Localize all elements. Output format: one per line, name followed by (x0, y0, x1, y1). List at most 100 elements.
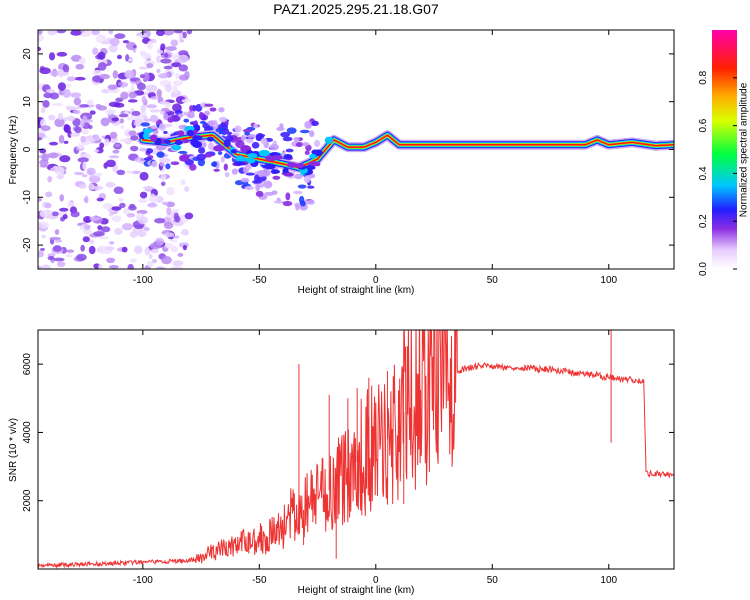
colorbar-ticks: 0.0 0.2 0.4 0.6 0.8 (698, 70, 737, 276)
spectrogram-noise-blob (178, 33, 184, 42)
spectrogram-noise-blob (75, 63, 85, 70)
spectrogram-noise-blob (144, 246, 151, 256)
spectrogram-noise-blob (81, 129, 89, 135)
spectrogram-scatter-blob (282, 136, 293, 142)
spectrogram-noise-blob (105, 246, 115, 251)
spectrogram-scatter-blob (224, 171, 230, 178)
spectrogram-noise-blob (99, 142, 105, 149)
spectrogram-noise-blob (47, 152, 59, 159)
spectrogram-noise-blob (109, 240, 115, 245)
spectrogram-scatter-blob (307, 185, 315, 189)
spectrogram-noise-blob (92, 47, 99, 55)
spectrogram-noise-blob (41, 234, 46, 239)
spectrogram-noise-blob (131, 170, 141, 174)
spectrogram-scatter-blob (139, 147, 147, 152)
spectrogram-scatter-blob (286, 127, 297, 134)
spectrogram-x-tick-label: -50 (252, 275, 267, 286)
spectrogram-noise-blob (38, 197, 43, 202)
snr-x-tick-label: -50 (252, 575, 267, 586)
spectrogram-noise-blob (165, 102, 172, 109)
spectrogram-noise-blob (59, 194, 65, 202)
spectrogram-noise-blob (51, 211, 59, 217)
spectrogram-scatter-blob (204, 103, 214, 107)
spectrogram-scatter-blob (297, 184, 307, 189)
spectrogram-scatter-blob (149, 114, 159, 123)
spectrogram-noise-blob (115, 97, 124, 103)
spectrogram-scatter-blob (234, 125, 242, 133)
spectrogram-noise-blob (53, 257, 65, 262)
snr-series-line (38, 330, 674, 569)
spectrogram-scatter-blob (209, 107, 217, 112)
spectrogram-noise-blob (59, 155, 71, 163)
carrier-blob (171, 144, 182, 151)
carrier-blob (247, 153, 258, 159)
spectrogram-noise-blob (86, 99, 94, 106)
spectrogram-noise-blob (116, 169, 126, 176)
spectrogram-noise-blob (45, 88, 55, 93)
spectrogram-noise-blob (177, 54, 189, 63)
spectrogram-noise-blob (154, 217, 166, 224)
spectrogram-noise-blob (57, 68, 65, 78)
spectrogram-scatter-blob (143, 157, 152, 162)
spectrogram-scatter-blob (272, 175, 281, 180)
spectrogram-noise-blob (142, 186, 154, 190)
spectrogram-noise-blob (80, 135, 87, 144)
spectrogram-noise-blob (172, 260, 184, 267)
spectrogram-noise-blob (79, 104, 90, 108)
colorbar: 0.0 0.2 0.4 0.6 0.8 Normalized spectral ampl… (698, 30, 750, 276)
spectrogram-noise-blob (170, 245, 179, 253)
spectrogram-noise-blob (38, 250, 44, 258)
spectrogram-noise-blob (40, 221, 50, 229)
spectrogram-noise-blob (74, 76, 86, 81)
spectrogram-noise-blob (114, 33, 126, 39)
spectrogram-noise-blob (102, 203, 114, 210)
spectrogram-scatter-blob (199, 120, 207, 125)
spectrogram-noise-blob (40, 107, 46, 114)
spectrogram-noise-blob (105, 181, 116, 188)
spectrogram-noise-blob (166, 206, 172, 216)
colorbar-tick-label: 0.2 (698, 214, 709, 228)
spectrogram-scatter-blob (244, 185, 255, 191)
spectrogram-scatter-blob (143, 118, 152, 122)
spectrogram-scatter-blob (181, 153, 190, 162)
spectrogram-noise-blob (173, 30, 183, 34)
spectrogram-noise-blob (40, 264, 52, 269)
spectrogram-scatter-blob (285, 148, 294, 153)
spectrogram-scatter-blob (208, 120, 216, 125)
spectrogram-noise-blob (100, 226, 111, 233)
spectrogram-noise-blob (140, 158, 145, 162)
spectrogram-noise-blob (128, 130, 137, 136)
spectrogram-scatter-blob (253, 123, 259, 129)
spectrogram-noise-blob (39, 164, 49, 168)
spectrogram-noise-blob (136, 82, 146, 91)
spectrogram-y-tick-label: -20 (22, 237, 33, 252)
spectrogram-noise-blob (38, 30, 43, 36)
snr-y-tick-label: 6000 (22, 353, 33, 376)
carrier-blob (191, 135, 203, 140)
spectrogram-scatter-blob (254, 174, 260, 183)
spectrogram-scatter-blob (305, 144, 312, 152)
spectrogram-noise-blob (130, 145, 139, 152)
spectrogram-scatter-blob (255, 183, 260, 192)
spectrogram-noise-blob (98, 245, 107, 255)
spectrogram-noise-blob (63, 124, 71, 134)
carrier-blob (324, 136, 334, 145)
spectrogram-noise-blob (49, 236, 62, 241)
spectrogram-noise-blob (62, 214, 68, 220)
snr-frame (37, 329, 675, 570)
spectrogram-noise-blob (161, 256, 172, 265)
spectrogram-scatter-blob (307, 199, 315, 205)
spectrogram-noise-blob (108, 44, 118, 53)
spectrogram-scatter-blob (234, 180, 244, 186)
spectrogram-scatter-blob (198, 147, 206, 154)
spectrogram-scatter-blob (163, 130, 168, 134)
spectrogram-scatter-blob (299, 129, 310, 134)
spectrogram-scatter-blob (240, 134, 246, 142)
spectrogram-noise-blob (95, 103, 102, 110)
spectrogram-noise-blob (182, 244, 187, 251)
spectrogram-noise-blob (56, 174, 65, 180)
spectrogram-noise-blob (49, 141, 59, 146)
spectrogram-noise-blob (92, 134, 100, 140)
spectrogram-scatter-blob (170, 161, 180, 166)
spectrogram-scatter-blob (244, 131, 250, 136)
